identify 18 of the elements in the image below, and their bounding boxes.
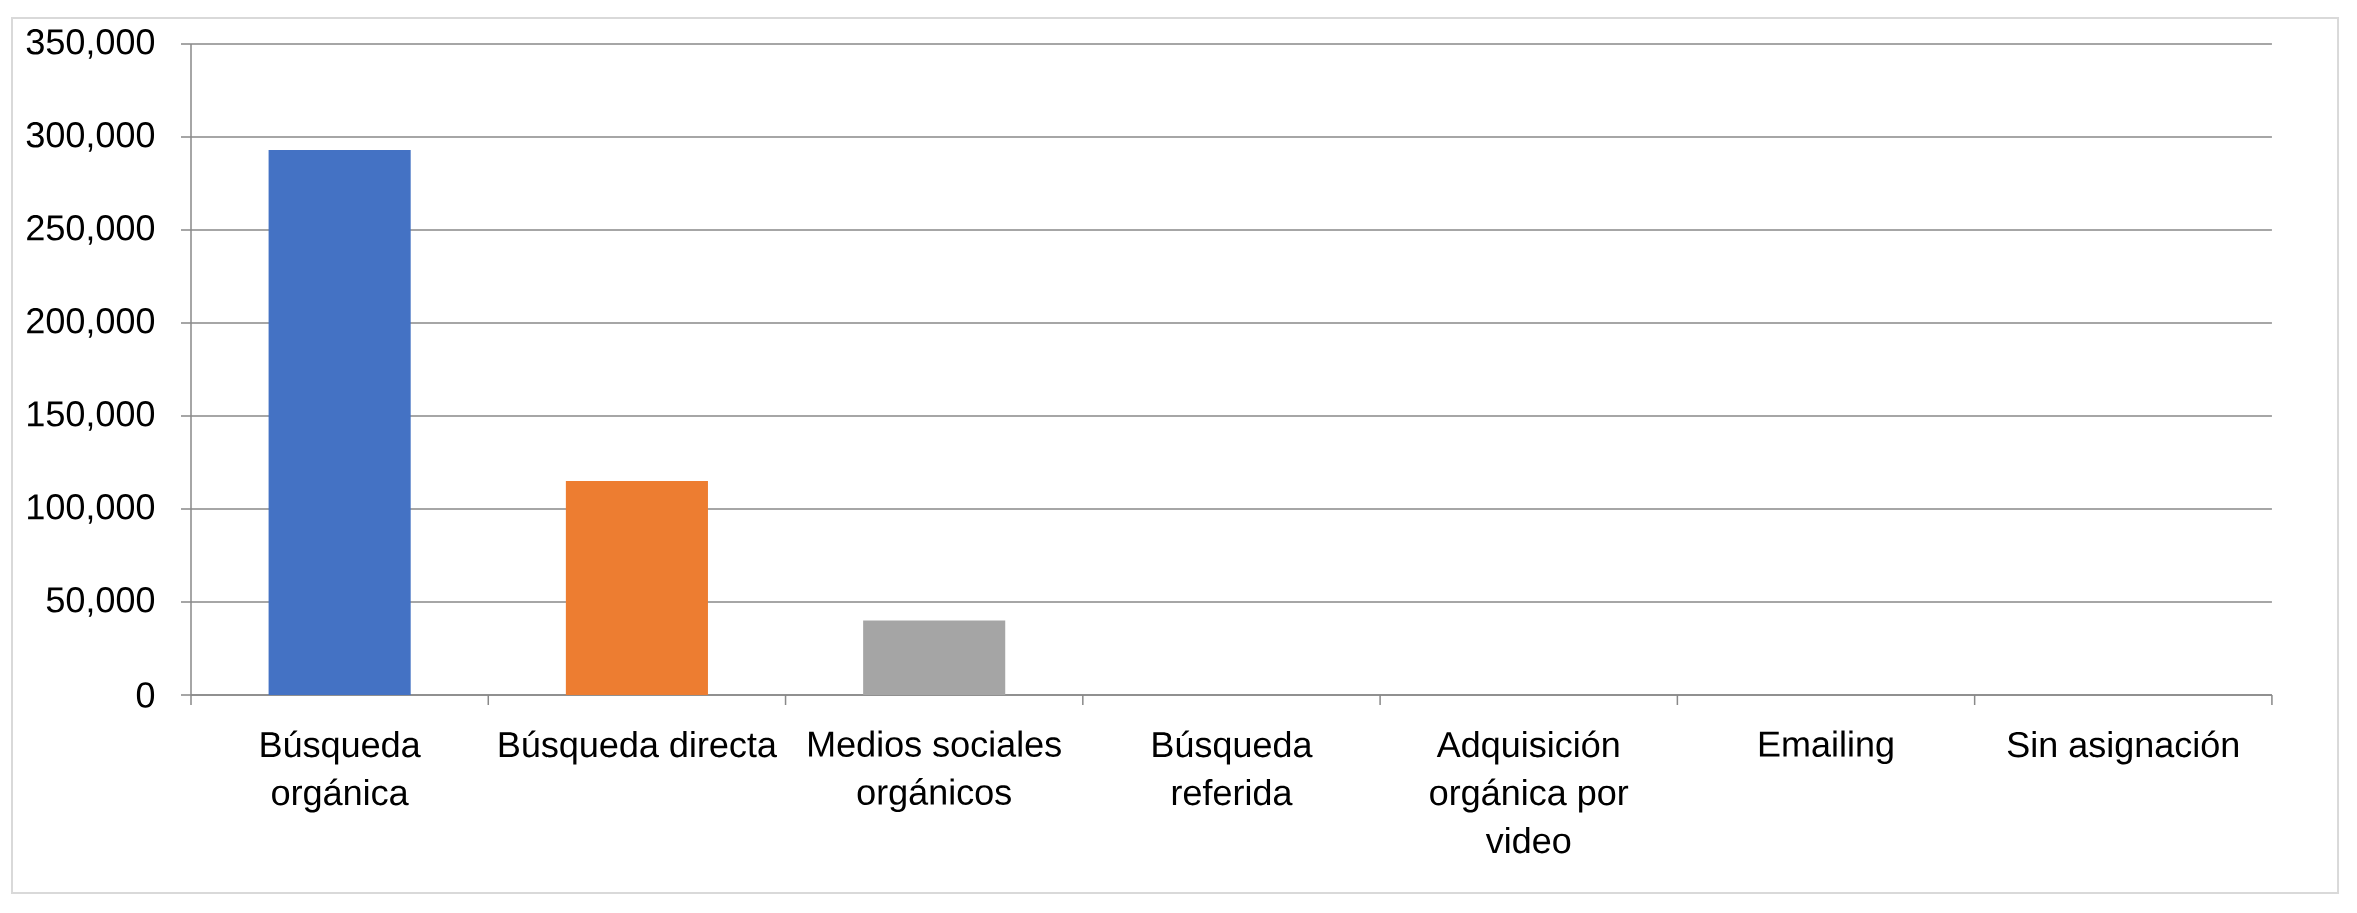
y-tick-label: 0	[136, 682, 155, 708]
x-tick-label: Sin asignación	[2007, 730, 2238, 765]
y-tick-label: 350,000	[26, 29, 155, 59]
bar	[565, 481, 708, 695]
x-tick-label: Búsqueda referida	[1153, 730, 1313, 806]
y-tick-label: 200,000	[27, 308, 155, 338]
y-tick-label: 300,000	[26, 122, 155, 152]
bar	[863, 620, 1006, 695]
x-tick-label: Medios sociales orgánicos	[809, 730, 1061, 813]
x-tick-label: Emailing	[1759, 730, 1893, 765]
y-tick-label: 150,000	[28, 401, 155, 431]
y-tick-label: 250,000	[27, 215, 155, 245]
y-tick-label: 50,000	[46, 587, 155, 617]
bar	[268, 150, 411, 695]
x-tick-label: Búsqueda orgánica	[261, 730, 421, 813]
x-tick-label: Adquisición orgánica por video	[1430, 730, 1629, 854]
y-tick-label: 100,000	[28, 494, 155, 524]
x-tick-label: Búsqueda directa	[499, 730, 777, 765]
